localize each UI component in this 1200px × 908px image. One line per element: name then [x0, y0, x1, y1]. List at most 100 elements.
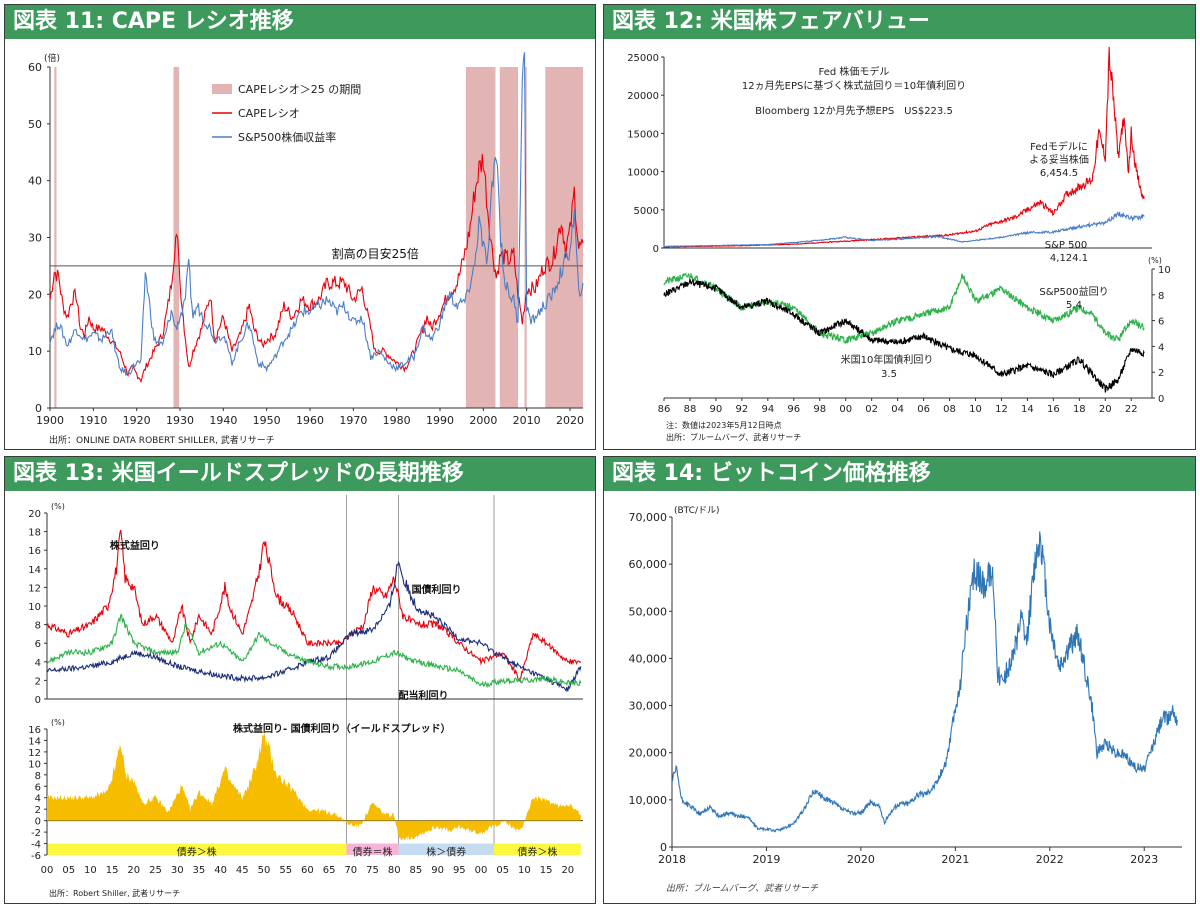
x-tick-label: 95	[453, 865, 466, 876]
unit-label: (%)	[51, 502, 65, 511]
x-tick-label: 2019	[752, 853, 780, 866]
x-tick-label: 20	[127, 865, 140, 876]
x-tick-label: 14	[1021, 404, 1034, 415]
y-tick-label: 18	[28, 528, 41, 539]
annotation: 3.5	[881, 369, 897, 380]
y-tick-label: 0	[1158, 394, 1164, 405]
x-tick-label: 00	[839, 404, 852, 415]
x-tick-label: 05	[62, 865, 75, 876]
series-line-earn	[46, 529, 582, 684]
source-note: 出所：ONLINE DATA ROBERT SHILLER, 武者リサーチ	[49, 436, 275, 446]
x-tick-label: 1970	[339, 414, 367, 427]
x-tick-label: 65	[323, 865, 336, 876]
yield-spread-chart: 02468101214161820(%)株式益回り国債利回り配当利回り債券＞株債…	[28, 495, 583, 876]
x-tick-label: 35	[193, 865, 206, 876]
unit-label: (%)	[51, 718, 65, 727]
x-tick-label: 00	[475, 865, 488, 876]
x-tick-label: 1950	[253, 414, 281, 427]
series-line-ust	[663, 278, 1145, 393]
shaded-period	[54, 67, 57, 408]
x-tick-label: 22	[1125, 404, 1138, 415]
x-tick-label: 00	[41, 865, 54, 876]
legend-swatch-shade	[212, 84, 232, 94]
x-tick-label: 20	[1099, 404, 1112, 415]
annotation: 4,124.1	[1050, 253, 1088, 264]
y-tick-label: 20000	[627, 91, 659, 102]
x-tick-label: 30	[171, 865, 184, 876]
y-tick-label: 60,000	[629, 558, 668, 571]
chart-title-line: Bloomberg 12か月先予想EPS US$223.5	[755, 104, 953, 117]
y-tick-label: 2	[1158, 368, 1164, 379]
y-tick-label: 70,000	[629, 511, 668, 524]
x-tick-label: 80	[388, 865, 401, 876]
y-tick-label: 20	[28, 509, 41, 520]
annotation: S&P500益回り	[1039, 285, 1108, 298]
annotation: Fedモデルに	[1030, 140, 1088, 153]
x-tick-label: 90	[431, 865, 444, 876]
x-tick-label: 60	[301, 865, 314, 876]
regime-label: 債券＞株	[177, 846, 217, 859]
x-tick-label: 06	[917, 404, 930, 415]
annotation: 国債利回り	[412, 583, 462, 596]
x-tick-label: 86	[658, 404, 671, 415]
y-tick-label: 60	[28, 61, 42, 74]
y-tick-label: 20	[28, 288, 42, 301]
x-tick-label: 55	[279, 865, 292, 876]
y-tick-label: 8	[35, 771, 41, 782]
x-tick-label: 05	[496, 865, 509, 876]
x-tick-label: 50	[258, 865, 271, 876]
y-tick-label: 12	[28, 583, 41, 594]
x-tick-label: 15	[540, 865, 553, 876]
y-tick-label: 25000	[627, 53, 659, 64]
panel-title: 図表 13: 米国イールドスプレッドの長期推移	[5, 457, 595, 491]
x-tick-label: 25	[149, 865, 162, 876]
x-tick-label: 1990	[426, 414, 454, 427]
y-tick-label: 12	[28, 748, 41, 759]
shaded-period	[499, 67, 518, 408]
source-note: 出所：ブルームバーグ、武者リサーチ	[666, 433, 802, 442]
annotation: 米国10年国債利回り	[841, 353, 934, 366]
y-tick-label: 4	[1158, 342, 1164, 353]
x-tick-label: 2000	[469, 414, 497, 427]
chart-title-line: 12ヵ月先EPSに基づく株式益回り＝10年債利回り	[742, 79, 966, 92]
panel-title: 図表 14: ビットコイン価格推移	[604, 457, 1195, 491]
x-tick-label: 2023	[1130, 853, 1158, 866]
y-tick-label: 14	[28, 736, 41, 747]
y-tick-label: 8	[1158, 291, 1164, 302]
y-tick-label: 6	[35, 782, 41, 793]
series-line-div	[46, 614, 582, 689]
x-tick-label: 04	[891, 404, 904, 415]
chart-title-line: Fed 株価モデル	[819, 65, 890, 78]
y-tick-label: 10	[28, 602, 41, 613]
y-tick-label: 2	[35, 805, 41, 816]
y-tick-label: 10	[1158, 265, 1171, 276]
x-tick-label: 1910	[79, 414, 107, 427]
x-tick-label: 90	[710, 404, 723, 415]
y-tick-label: 10	[28, 759, 41, 770]
panel-yield-spread: 図表 13: 米国イールドスプレッドの長期推移 0 2 4 6 8 10 12 14 16 18 2…	[4, 456, 596, 904]
x-tick-label: 20	[561, 865, 574, 876]
x-tick-label: 10	[84, 865, 97, 876]
bitcoin-chart: 0 10,000 20,000 30,000 40,000 50,000 60,000 70,…	[629, 506, 1182, 866]
unit-label: (倍)	[44, 52, 60, 64]
x-tick-label: 98	[813, 404, 826, 415]
x-tick-label: 10	[518, 865, 531, 876]
panel-title: 図表 11: CAPE レシオ推移	[5, 5, 595, 39]
panel-bitcoin: 図表 14: ビットコイン価格推移 0 10,000 20,000 30,000 40,…	[603, 456, 1196, 904]
panel-fed-model: 図表 12: 米国株フェアバリュー 0 5000 10000 15000 20000 25…	[603, 4, 1196, 450]
note: 注：数値は2023年5月12日時点	[666, 421, 782, 430]
y-tick-label: 30	[28, 232, 42, 245]
x-tick-label: 45	[236, 865, 249, 876]
regime-band	[346, 843, 399, 855]
y-tick-label: 6	[1158, 317, 1164, 328]
unit-label: (BTC/ドル)	[674, 506, 719, 516]
source-note: 出所：ブルームバーグ、武者リサーチ	[666, 884, 819, 894]
x-tick-label: 18	[1073, 404, 1086, 415]
annotation: S&P 500	[1045, 240, 1087, 251]
x-tick-label: 85	[410, 865, 423, 876]
spread-title: 株式益回り- 国債利回り（イールドスプレッド）	[233, 722, 451, 735]
cape-chart: 0 10 20 30 40 50 60 1900 1910 1920 1930 1940 1950 196…	[28, 52, 584, 427]
y-tick-label: -4	[31, 840, 41, 851]
x-tick-label: 1900	[36, 414, 64, 427]
regime-label: 株＞債券	[426, 846, 466, 859]
